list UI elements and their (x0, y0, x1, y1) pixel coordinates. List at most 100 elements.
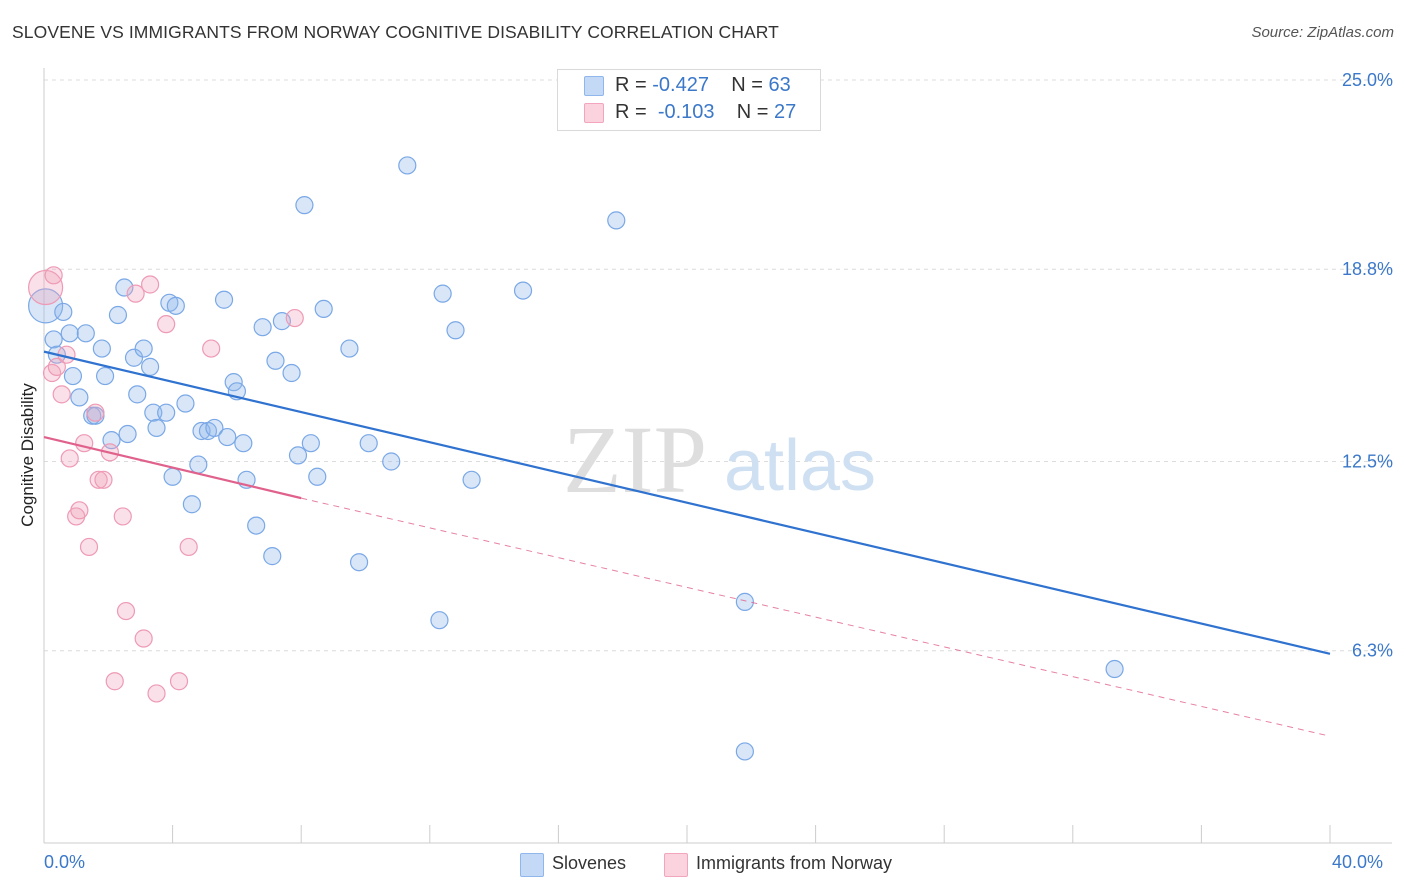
point-slovenes (247, 516, 266, 535)
y-tick-label: 25.0% (1342, 70, 1393, 90)
point-slovenes (308, 467, 327, 486)
point-slovenes (398, 156, 417, 175)
point-slovenes (63, 366, 83, 386)
point-slovenes (301, 434, 320, 453)
point-slovenes (218, 427, 237, 447)
point-slovenes (214, 290, 234, 309)
bottom-legend-swatch-slovenes (520, 853, 544, 877)
point-norway (113, 507, 132, 526)
point-slovenes (166, 296, 185, 315)
chart-title: SLOVENE VS IMMIGRANTS FROM NORWAY COGNIT… (12, 22, 779, 42)
point-slovenes (118, 424, 137, 444)
y-tick-label: 18.8% (1342, 259, 1393, 279)
point-slovenes (54, 302, 73, 322)
point-slovenes (115, 278, 134, 297)
point-slovenes (234, 434, 253, 453)
point-slovenes (446, 321, 465, 340)
point-norway (79, 537, 99, 557)
point-slovenes (147, 418, 166, 438)
point-slovenes (28, 288, 64, 324)
point-slovenes (430, 611, 449, 630)
trendline-slovenes (43, 350, 1331, 655)
point-norway (28, 269, 64, 306)
point-norway (169, 672, 189, 691)
point-norway (202, 339, 221, 358)
point-slovenes (513, 281, 533, 300)
legend-n-label: N = (731, 74, 763, 96)
point-slovenes (95, 366, 115, 386)
point-norway (52, 385, 71, 404)
point-slovenes (205, 418, 224, 438)
point-slovenes (44, 330, 63, 349)
point-norway (42, 363, 62, 383)
y-tick-label: 12.5% (1342, 452, 1393, 472)
bottom-legend-swatch-norway (664, 853, 688, 877)
point-norway (60, 449, 79, 468)
point-norway (89, 470, 108, 489)
point-norway (94, 470, 113, 489)
point-norway (140, 275, 160, 294)
legend-swatch-slovenes (584, 76, 604, 96)
point-slovenes (124, 348, 144, 367)
point-slovenes (134, 339, 153, 358)
point-slovenes (433, 284, 452, 303)
point-slovenes (128, 385, 147, 404)
legend-n-label: N = (736, 101, 769, 123)
point-norway (70, 501, 89, 520)
point-slovenes (462, 470, 481, 489)
point-slovenes (163, 467, 182, 486)
point-slovenes (735, 742, 754, 761)
point-norway (44, 266, 63, 285)
x-tick-max: 40.0% (1332, 852, 1384, 872)
point-slovenes (92, 339, 111, 358)
point-slovenes (140, 357, 160, 376)
point-slovenes (189, 455, 208, 474)
point-slovenes (157, 403, 176, 422)
legend-r-label: R = (615, 101, 647, 123)
point-slovenes (340, 339, 359, 358)
point-norway (134, 629, 153, 648)
point-norway (116, 601, 136, 621)
point-slovenes (253, 318, 272, 337)
x-tick-min: 0.0% (44, 852, 86, 872)
legend-r-value-norway: -0.103 (657, 101, 715, 123)
point-slovenes (182, 495, 201, 514)
point-norway (47, 357, 66, 376)
point-slovenes (382, 452, 401, 471)
point-slovenes (60, 324, 79, 343)
point-slovenes (359, 434, 378, 453)
legend-r-label: R = (615, 74, 647, 96)
point-slovenes (282, 363, 301, 383)
trendline-norway (43, 436, 302, 500)
point-slovenes (176, 394, 195, 413)
y-tick-label: 6.3% (1352, 641, 1393, 661)
point-norway (126, 284, 145, 303)
point-slovenes (295, 196, 314, 215)
point-slovenes (108, 305, 128, 325)
legend-r-value-slovenes: -0.427 (652, 74, 709, 96)
point-norway (157, 315, 176, 334)
legend-swatch-norway (584, 103, 604, 123)
point-slovenes (1105, 659, 1124, 679)
bottom-legend-label-norway: Immigrants from Norway (696, 853, 893, 873)
correlation-legend: R = -0.427 N = 63 R = -0.103 N = 27 (557, 69, 821, 131)
bottom-legend-label-slovenes: Slovenes (552, 853, 627, 873)
point-slovenes (70, 388, 89, 407)
point-slovenes (288, 446, 308, 465)
chart-source: Source: ZipAtlas.com (1251, 24, 1394, 41)
point-norway (179, 537, 198, 557)
point-slovenes (314, 299, 333, 318)
point-norway (86, 403, 105, 422)
point-norway (147, 684, 166, 703)
point-norway (285, 308, 304, 328)
point-slovenes (266, 351, 285, 370)
point-slovenes (607, 211, 626, 230)
point-slovenes (735, 592, 754, 611)
point-slovenes (263, 547, 282, 566)
point-slovenes (144, 403, 163, 422)
watermark-atlas: atlas (724, 426, 876, 506)
point-norway (105, 672, 124, 691)
watermark-zip: ZIP (563, 406, 707, 513)
point-slovenes (349, 553, 369, 572)
